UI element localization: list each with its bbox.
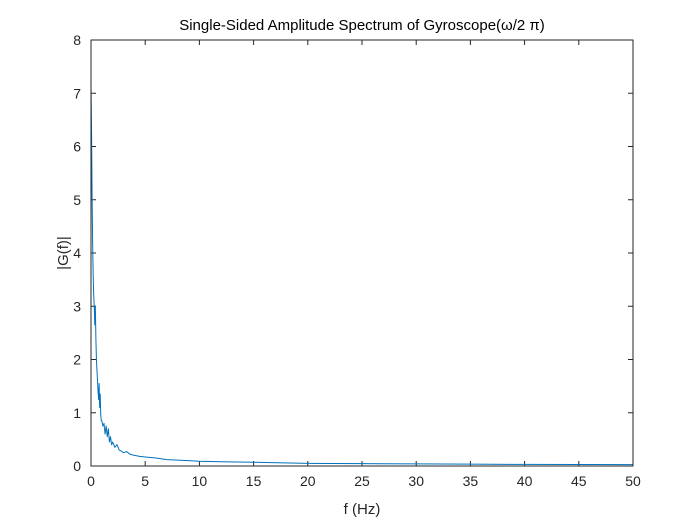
y-tick-label: 0 [73, 458, 81, 474]
chart-title: Single-Sided Amplitude Spectrum of Gyros… [179, 17, 545, 34]
y-tick-label: 5 [73, 192, 81, 208]
x-axis-title: f (Hz) [344, 501, 381, 518]
y-tick-label: 7 [73, 85, 81, 101]
x-tick-label: 20 [300, 473, 316, 489]
x-tick-label: 35 [463, 473, 479, 489]
x-tick-label: 25 [354, 473, 370, 489]
y-axis-title: |G(f)| [55, 236, 72, 270]
y-tick-label: 3 [73, 298, 81, 314]
x-tick-label: 0 [87, 473, 95, 489]
x-tick-label: 10 [192, 473, 208, 489]
y-tick-label: 8 [73, 32, 81, 48]
x-tick-label: 50 [625, 473, 641, 489]
y-tick-label: 2 [73, 352, 81, 368]
x-tick-label: 45 [571, 473, 587, 489]
amplitude-spectrum-line [90, 82, 634, 466]
y-tick-label: 1 [73, 405, 81, 421]
x-tick-label: 5 [141, 473, 149, 489]
x-tick-label: 30 [408, 473, 424, 489]
plot-area [91, 40, 633, 466]
plot-frame [90, 39, 634, 467]
x-tick-label: 15 [246, 473, 262, 489]
y-tick-label: 4 [73, 245, 81, 261]
x-tick-label: 40 [517, 473, 533, 489]
y-tick-label: 6 [73, 139, 81, 155]
